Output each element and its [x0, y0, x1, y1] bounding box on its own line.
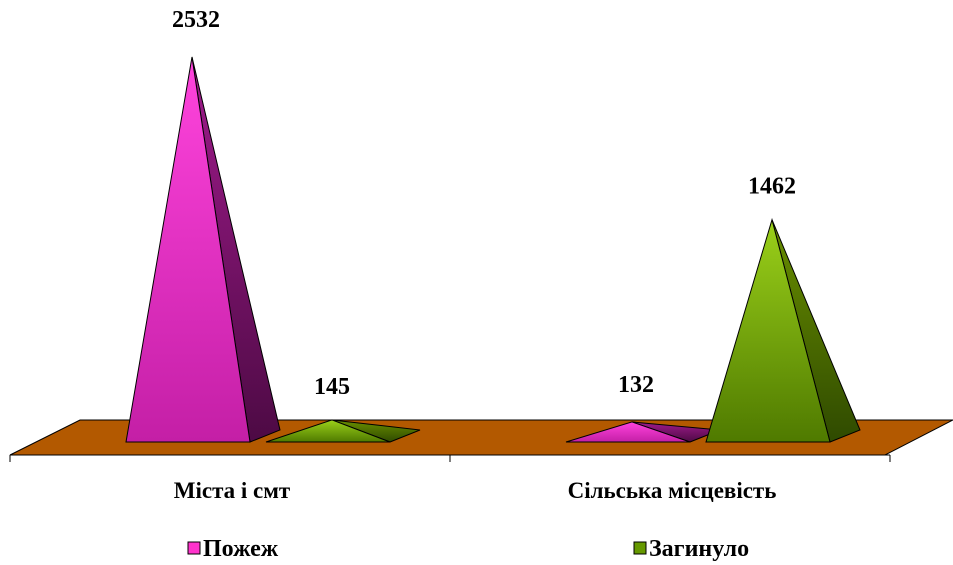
legend-label-series-1: Пожеж — [203, 536, 279, 562]
data-label: 145 — [314, 374, 350, 400]
data-label: 132 — [618, 372, 654, 398]
x-tick-label: Сільська місцевість — [568, 478, 777, 503]
legend-label-series-2: Загинуло — [649, 536, 749, 562]
data-label: 2532 — [172, 7, 220, 33]
pyramid-fires-cat-1 — [125, 56, 251, 443]
legend-swatch-series-1 — [187, 541, 201, 555]
legend-swatch-series-2 — [633, 541, 647, 555]
pyramid-deaths-cat-2 — [705, 217, 831, 443]
x-tick-label: Міста і смт — [174, 478, 291, 503]
pyramid-deaths-cat-1 — [265, 419, 391, 443]
data-label: 1462 — [748, 174, 796, 200]
legend: Пожеж Загинуло — [187, 536, 749, 562]
pyramid-fires-cat-2 — [565, 421, 691, 443]
chart-marks: 2532 145 132 1462 — [125, 7, 861, 443]
